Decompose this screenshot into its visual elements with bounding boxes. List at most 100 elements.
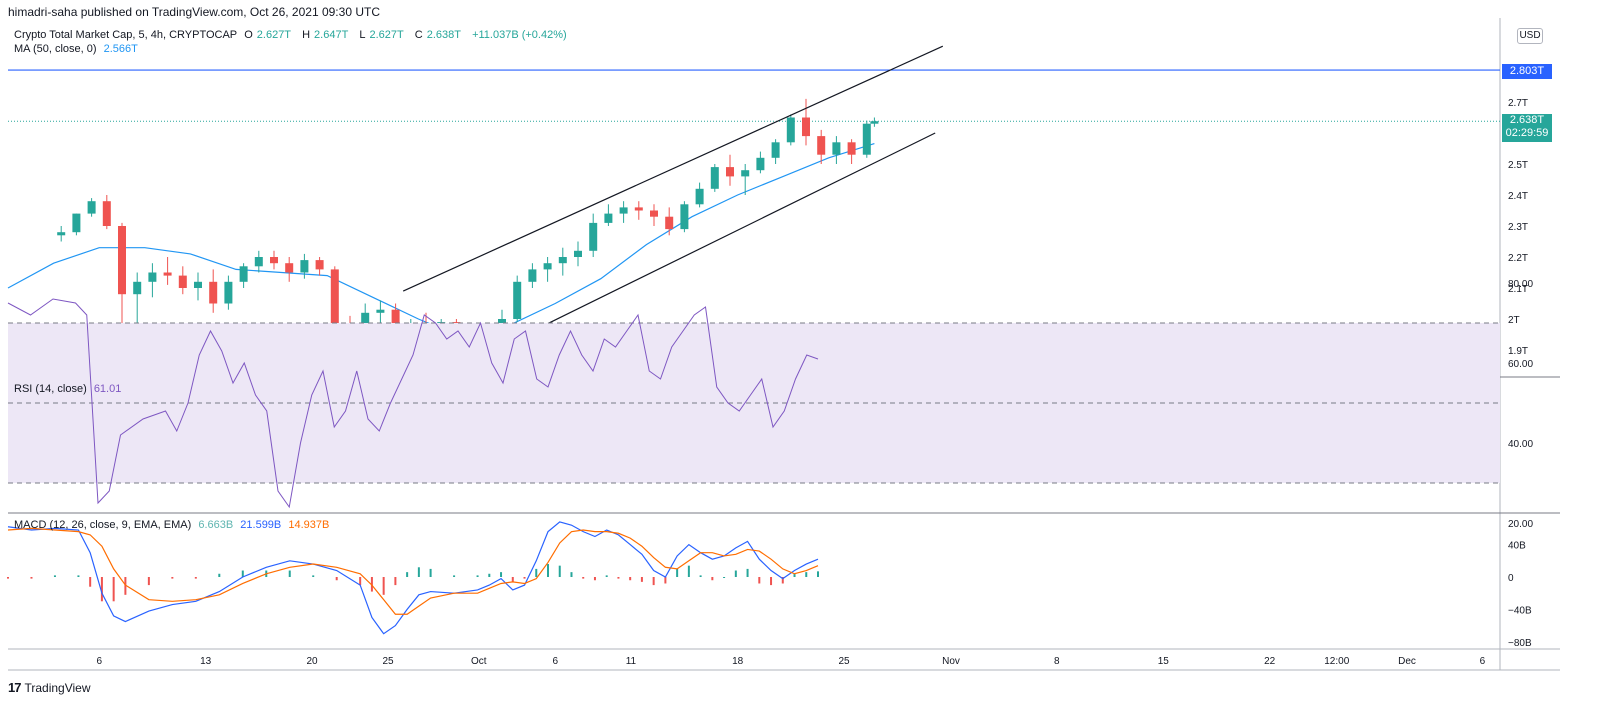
macd-histogram-bar [7,577,9,579]
time-tick-label: 15 [1158,656,1170,667]
macd-legend: MACD (12, 26, close, 9, EMA, EMA) 6.663B… [14,519,333,531]
macd-histogram-bar [241,570,244,577]
price-tick-label: 2.1T [1508,284,1528,295]
macd-histogram-bar [582,577,585,579]
candle-body [802,117,810,137]
macd-histogram-bar [406,572,409,577]
candle-body [224,281,233,304]
macd-histogram-bar [335,577,338,581]
time-tick-label: 8 [1054,656,1060,667]
macd-histogram-bar [593,577,596,581]
candle-body [57,232,66,236]
candle-body [87,201,96,214]
macd-histogram-bar [30,577,33,579]
candle-body [870,121,879,124]
candle-body [847,142,856,155]
candle-body [118,226,126,295]
time-tick-label: Oct [471,656,487,667]
time-tick-label: Dec [1398,656,1416,667]
publisher-line: himadri-saha published on TradingView.co… [8,5,380,19]
macd-histogram-bar [558,565,561,577]
channel-upper-line [402,45,944,292]
macd-histogram-bar [793,573,796,577]
candle-body [513,281,522,319]
rsi-tick-label: 40.00 [1508,439,1533,450]
candle-body [254,257,263,267]
macd-label[interactable]: MACD (12, 26, close, 9, EMA, EMA) [14,519,192,531]
close-value: 2.638T [426,29,461,41]
macd-tick-label: −40B [1508,605,1532,616]
ma-legend: MA (50, close, 0) 2.566T [14,43,142,55]
macd-histogram-bar [476,575,479,577]
price-tick-label: 2T [1508,315,1520,326]
candle-body [315,260,324,270]
candle-body [680,204,689,230]
macd-histogram-bar [711,577,714,581]
macd-histogram-bar [640,577,643,582]
candle-body [862,123,871,155]
macd-line [7,521,819,635]
price-legend: Crypto Total Market Cap, 5, 4h, CRYPTOCA… [14,29,571,41]
macd-tick-label: 40B [1508,541,1526,552]
high-value: 2.647T [314,29,349,41]
candle-body [756,157,765,171]
macd-histogram-bar [89,577,92,587]
rsi-band [8,323,1500,483]
macd-histogram-bar [77,575,80,577]
ma-value: 2.566T [103,43,138,55]
candle-body [148,272,157,282]
price-tick-label: 2.7T [1508,98,1528,109]
candle-body [133,281,142,295]
candle-body [558,257,567,264]
tradingview-footer[interactable]: 17 TradingView [8,680,91,695]
macd-histogram-bar [511,577,514,582]
macd-histogram-bar [523,577,526,579]
candle-body [270,257,278,264]
candle-body [634,207,643,211]
rsi-tick-label: 60.00 [1508,359,1533,370]
candle-body [376,309,385,313]
candle-body [72,213,81,233]
macd-signal-line [7,527,819,615]
ma-label[interactable]: MA (50, close, 0) [14,43,97,55]
last-price-value: 2.638T [1509,114,1545,126]
macd-histogram-bar [488,573,491,577]
candle-body [194,281,202,288]
macd-histogram-bar [664,577,667,584]
macd-histogram-bar [394,577,397,586]
macd-histogram-bar [699,575,702,577]
price-tick-label: 2.4T [1508,191,1528,202]
time-tick-label: Nov [942,656,960,667]
rsi-line [7,298,819,509]
candle-body [209,281,218,304]
candle-body [239,266,248,282]
symbol-title[interactable]: Crypto Total Market Cap, 5, 4h, CRYPTOCA… [14,29,238,41]
candle-body [726,167,734,177]
candle-body [771,142,780,158]
macd-histogram-bar [417,567,420,577]
macd-histogram-bar [500,572,503,577]
macd-histogram-bar [605,575,608,577]
candle-body [543,263,552,270]
time-tick-label: 25 [839,656,851,667]
rsi-label[interactable]: RSI (14, close) [14,383,87,395]
low-value: 2.627T [369,29,404,41]
low-label: L [359,29,366,41]
macd-histogram-bar [124,577,127,595]
tradingview-brand: TradingView [24,680,91,695]
candle-body [163,272,172,276]
macd-histogram-bar [617,577,620,579]
currency-button[interactable]: USD [1517,28,1543,44]
tradingview-logo-icon: 17 [8,680,22,695]
time-tick-label: 22 [1264,656,1276,667]
high-label: H [302,29,311,41]
time-tick-label: 25 [383,656,395,667]
rsi-value: 61.01 [93,383,122,395]
macd-histogram-bar [758,577,761,584]
macd-histogram-bar [194,577,197,579]
price-tick-label: 2.5T [1508,160,1528,171]
macd-histogram-bar [817,571,819,577]
macd-histogram-bar [147,577,150,586]
candle-body [574,250,582,257]
